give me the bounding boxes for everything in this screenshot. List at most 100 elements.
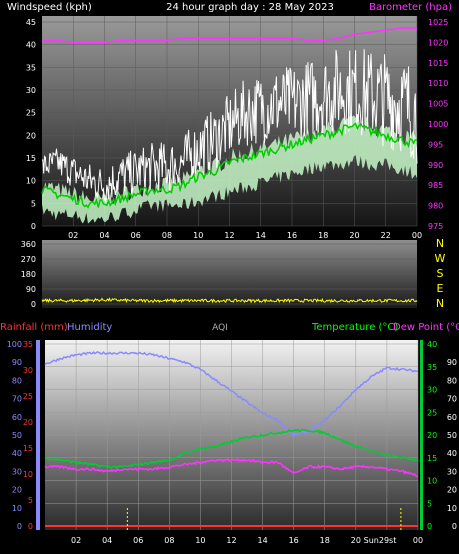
barometer-tick-labels: 975 980 985 990 995 1000 1005 1010 1015 1020 1025 xyxy=(428,18,448,231)
bottom-x-tick: 18 xyxy=(320,536,330,545)
compass-label: W xyxy=(435,252,446,265)
barometer-tick: 1000 xyxy=(428,120,448,129)
direction-tick: 270 xyxy=(21,255,36,264)
bottom-x-tick-labels: 02 04 06 08 10 12 14 16 18 20 00 xyxy=(71,536,423,545)
dewpoint-tick: 0 xyxy=(452,522,457,531)
rainfall-tick: 20 xyxy=(23,418,33,427)
direction-tick: 360 xyxy=(21,240,36,249)
windspeed-tick: 35 xyxy=(26,63,36,72)
humidity-tick: 90 xyxy=(12,358,22,367)
windspeed-tick: 25 xyxy=(26,109,36,118)
windspeed-axis-title: Windspeed (kph) xyxy=(7,2,92,13)
top-x-tick: 06 xyxy=(131,231,141,240)
direction-tick-labels: 0 90 180 270 360 xyxy=(21,240,36,309)
top-x-tick: 14 xyxy=(256,231,266,240)
wind-direction-line xyxy=(41,297,418,304)
temperature-tick: 0 xyxy=(427,522,432,531)
compass-label: N xyxy=(436,237,444,250)
barometer-tick: 980 xyxy=(428,202,443,211)
dewpoint-tick: 60 xyxy=(447,413,457,422)
rainfall-tick: 15 xyxy=(23,444,33,453)
windspeed-tick: 10 xyxy=(26,177,36,186)
barometer-axis-title: Barometer (hpa) xyxy=(369,2,452,13)
windspeed-tick: 40 xyxy=(26,41,36,50)
barometer-tick: 990 xyxy=(428,161,443,170)
compass-label: S xyxy=(437,267,444,280)
aqi-axis-title: AQI xyxy=(212,323,228,333)
windspeed-tick: 5 xyxy=(31,199,36,208)
barometer-tick: 1015 xyxy=(428,59,448,68)
humidity-tick: 0 xyxy=(17,522,22,531)
barometer-tick: 975 xyxy=(428,222,443,231)
dewpoint-tick: 10 xyxy=(447,504,457,513)
temperature-tick: 10 xyxy=(427,477,437,486)
temperature-tick: 20 xyxy=(427,431,437,440)
windspeed-tick: 30 xyxy=(26,86,36,95)
windspeed-tick: 0 xyxy=(31,222,36,231)
temperature-axis-bar xyxy=(420,340,423,530)
temperature-tick: 5 xyxy=(427,499,432,508)
top-x-tick: 12 xyxy=(224,231,234,240)
bottom-x-tick: 20 xyxy=(351,536,361,545)
rainfall-tick: 35 xyxy=(23,340,33,349)
rainfall-tick-labels: 0 5 10 15 20 25 30 35 xyxy=(23,340,33,531)
dewpoint-line xyxy=(44,457,419,478)
humidity-tick: 20 xyxy=(12,486,22,495)
humidity-tick: 10 xyxy=(12,504,22,513)
temperature-tick: 35 xyxy=(427,363,437,372)
windspeed-tick: 45 xyxy=(26,18,36,27)
temperature-tick: 25 xyxy=(427,408,437,417)
bottom-x-tick: 04 xyxy=(102,536,112,545)
humidity-axis-bar xyxy=(36,340,40,530)
wind-speed-line xyxy=(41,49,418,203)
wind-average-line xyxy=(41,122,418,209)
top-x-tick: 04 xyxy=(99,231,109,240)
dewpoint-tick: 50 xyxy=(447,431,457,440)
dewpoint-tick: 70 xyxy=(447,395,457,404)
temperature-tick: 40 xyxy=(427,340,437,349)
humidity-tick: 50 xyxy=(12,431,22,440)
rainfall-tick: 10 xyxy=(23,470,33,479)
dewpoint-tick: 30 xyxy=(447,467,457,476)
dewpoint-axis-title: Dew Point (°C) xyxy=(393,322,459,333)
dewpoint-tick: 80 xyxy=(447,376,457,385)
compass-label: N xyxy=(436,297,444,310)
temperature-tick-labels: 0 5 10 15 20 25 30 35 40 xyxy=(427,340,437,531)
rainfall-axis-title: Rainfall (mm) xyxy=(0,322,68,333)
barometer-tick: 1010 xyxy=(428,79,448,88)
wind-series xyxy=(41,27,418,224)
dewpoint-tick: 40 xyxy=(447,449,457,458)
barometer-tick: 985 xyxy=(428,181,443,190)
top-x-tick: 08 xyxy=(162,231,172,240)
rainfall-tick: 5 xyxy=(28,496,33,505)
top-x-tick: 22 xyxy=(381,231,391,240)
wind-barometer-panel: Windspeed (kph) 24 hour graph day : 28 M… xyxy=(7,2,452,240)
humidity-tick: 80 xyxy=(12,376,22,385)
dewpoint-tick: 20 xyxy=(447,486,457,495)
humidity-tick: 60 xyxy=(12,413,22,422)
bottom-x-tick: 00 xyxy=(413,536,423,545)
temperature-tick: 30 xyxy=(427,386,437,395)
compass-label: E xyxy=(437,282,444,295)
bottom-x-tick: 10 xyxy=(195,536,205,545)
bottom-x-tick: 16 xyxy=(289,536,299,545)
top-grid xyxy=(42,16,418,227)
humidity-tick: 70 xyxy=(12,395,22,404)
temperature-tick: 15 xyxy=(427,454,437,463)
direction-tick: 90 xyxy=(26,285,36,294)
top-x-tick: 00 xyxy=(412,231,422,240)
bottom-x-tick: 12 xyxy=(226,536,236,545)
windspeed-tick: 15 xyxy=(26,154,36,163)
humidity-temperature-panel: Rainfall (mm) Humidity AQI Temperature (… xyxy=(0,322,459,545)
top-x-tick: 18 xyxy=(318,231,328,240)
top-x-tick-labels: 02 04 06 08 10 12 14 16 18 20 22 00 xyxy=(68,231,422,240)
humidity-tick-labels: 0 10 20 30 40 50 60 70 80 90 100 xyxy=(7,340,22,531)
bottom-x-tick: 08 xyxy=(164,536,174,545)
direction-tick: 180 xyxy=(21,270,36,279)
direction-grid xyxy=(42,243,417,305)
windspeed-tick-labels: 0 5 10 15 20 25 30 35 40 45 xyxy=(26,18,36,231)
graph-date-title: 24 hour graph day : 28 May 2023 xyxy=(166,2,334,13)
bottom-x-tick: 02 xyxy=(71,536,81,545)
